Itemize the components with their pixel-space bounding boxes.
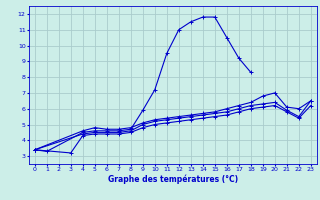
X-axis label: Graphe des températures (°C): Graphe des températures (°C)	[108, 174, 238, 184]
